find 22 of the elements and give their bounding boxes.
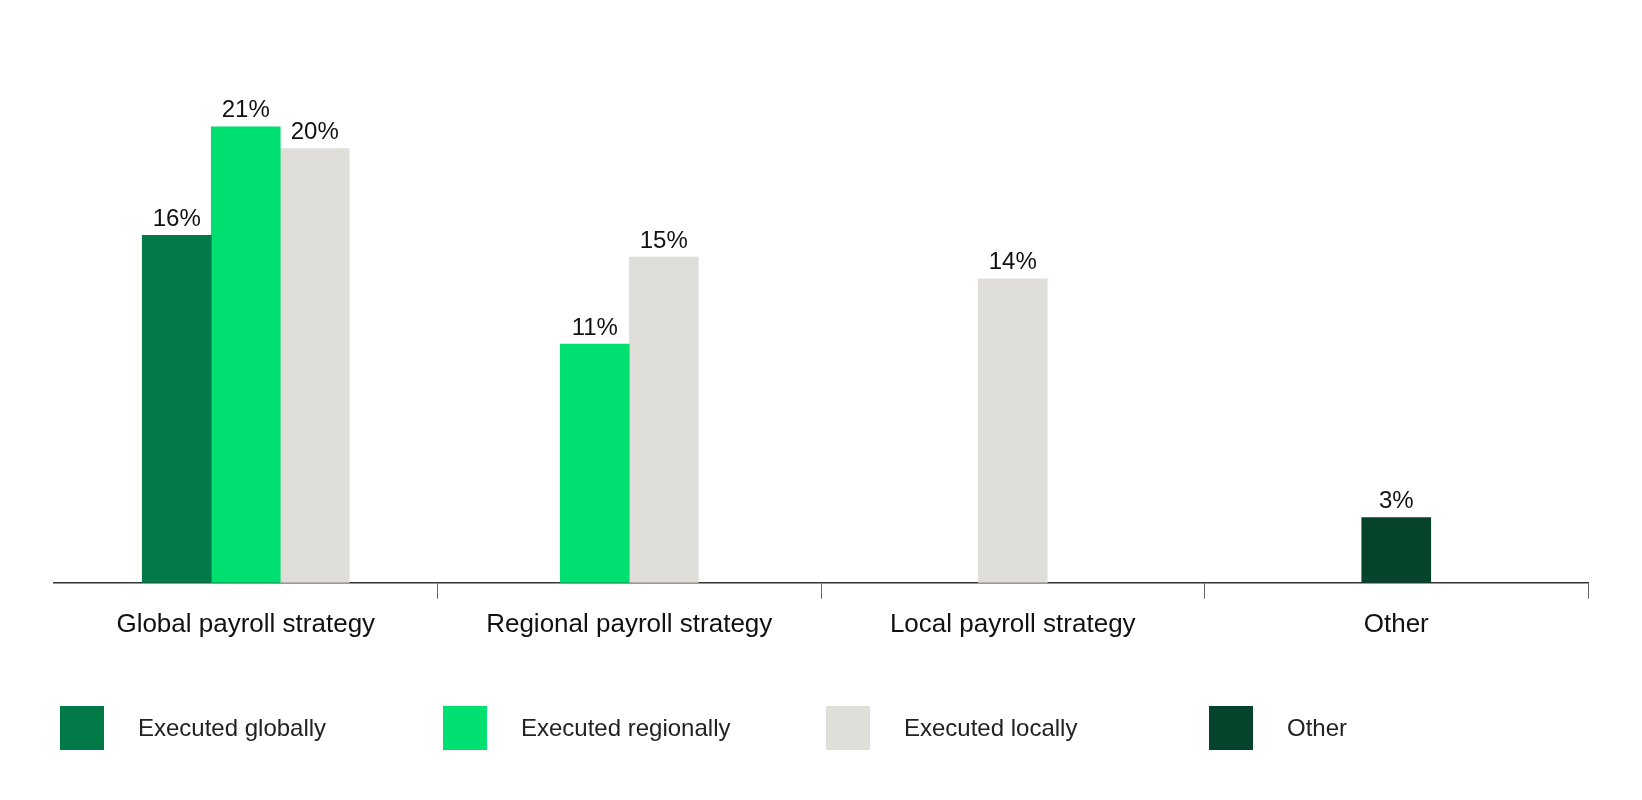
x-tick-label: Local payroll strategy: [889, 607, 1136, 638]
bar: [279, 148, 350, 583]
data-label: 16%: [152, 204, 201, 232]
data-label: 21%: [221, 95, 270, 123]
data-label: 15%: [639, 225, 688, 253]
bar: [977, 278, 1048, 583]
bar: [628, 256, 699, 583]
legend-label: Executed regionally: [521, 714, 731, 742]
x-tick-label: Other: [1363, 607, 1430, 638]
bar: [559, 343, 630, 583]
legend-label: Other: [1287, 714, 1348, 742]
bar: [141, 235, 212, 583]
bar: [1361, 517, 1432, 583]
x-tick-label: Regional payroll strategy: [486, 607, 773, 638]
data-label: 14%: [988, 247, 1037, 275]
data-label: 11%: [571, 312, 618, 340]
x-tick-label: Global payroll strategy: [116, 607, 376, 638]
legend-label: Executed globally: [138, 714, 327, 742]
data-label: 3%: [1378, 486, 1414, 514]
legend-label: Executed locally: [904, 714, 1078, 742]
data-label: 20%: [290, 117, 339, 145]
bar: [210, 126, 281, 583]
